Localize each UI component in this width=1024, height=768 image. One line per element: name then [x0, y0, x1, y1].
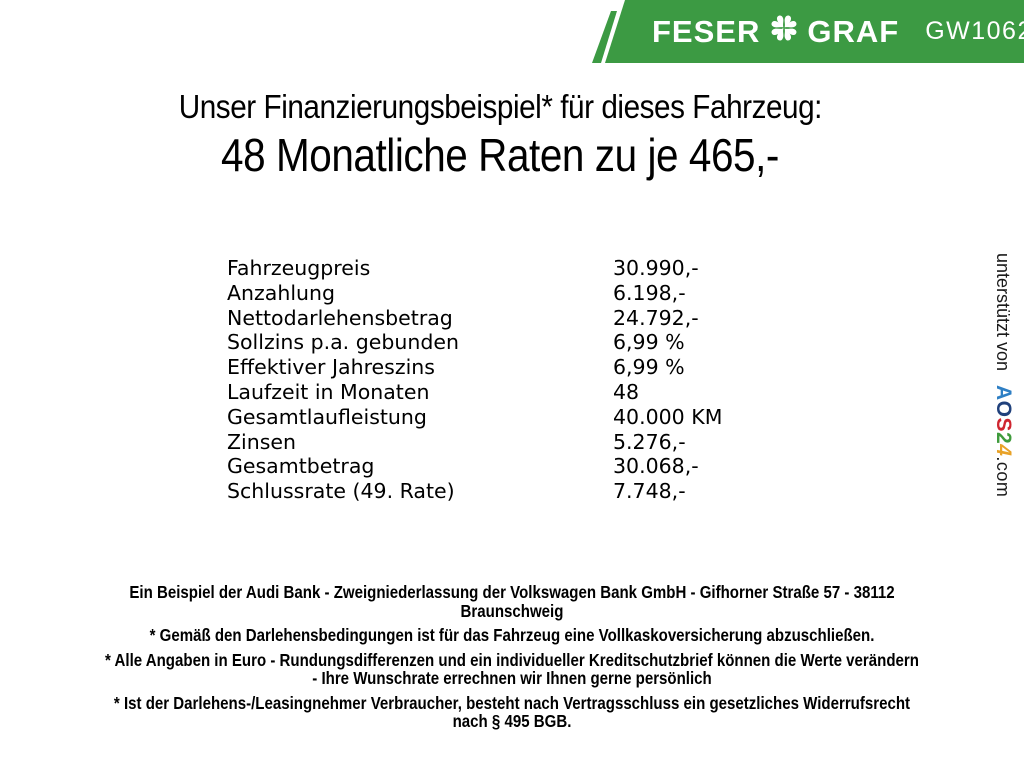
aos24-logo: AOS24.com [992, 385, 1015, 497]
table-row: Effektiver Jahreszins 6,99 % [227, 355, 827, 380]
row-label: Zinsen [227, 429, 297, 454]
bank-info-line-1: Ein Beispiel der Audi Bank - Zweignieder… [129, 582, 895, 602]
row-value: 5.276,- [613, 429, 686, 454]
supported-by-credit: unterstützt von AOS24.com [982, 212, 1024, 538]
clover-icon [768, 11, 800, 53]
aos24-letter-a: A [992, 384, 1015, 401]
row-label: Sollzins p.a. gebunden [227, 330, 459, 355]
row-value: 48 [613, 379, 640, 404]
vehicle-code-badge: GW10621 [925, 17, 1024, 45]
headline-block: Unser Finanzierungsbeispiel* für dieses … [0, 88, 1000, 182]
withdrawal-right-line-2: nach § 495 BGB. [452, 711, 572, 731]
table-row: Gesamtlaufleistung 40.000 KM [227, 405, 827, 430]
insurance-note-paragraph: * Gemäß den Darlehensbedingungen ist für… [0, 626, 1024, 645]
bank-info-paragraph: Ein Beispiel der Audi Bank - Zweignieder… [0, 583, 1024, 620]
brand-word-right: GRAF [807, 13, 900, 49]
row-value: 40.000 KM [613, 404, 723, 429]
table-row: Zinsen 5.276,- [227, 430, 827, 455]
banner-background-shape [592, 0, 1024, 63]
row-label: Fahrzeugpreis [227, 256, 371, 280]
row-label: Anzahlung [227, 280, 336, 305]
row-value: 30.068,- [613, 454, 699, 479]
row-label: Schlussrate (49. Rate) [227, 479, 455, 504]
financing-table: Fahrzeugpreis 30.990,- Anzahlung 6.198,-… [227, 256, 827, 504]
row-value: 30.990,- [613, 256, 699, 280]
supported-by-prefix: unterstützt von [993, 252, 1013, 371]
bank-info-line-2: Braunschweig [460, 600, 564, 621]
row-value: 24.792,- [613, 305, 699, 330]
footer-disclaimer: Ein Beispiel der Audi Bank - Zweignieder… [0, 583, 1024, 737]
row-value: 6.198,- [613, 280, 686, 305]
row-label: Effektiver Jahreszins [227, 355, 435, 380]
aos24-letter-o: O [992, 400, 1015, 418]
table-row: Nettodarlehensbetrag 24.792,- [227, 306, 827, 331]
aos24-domain-suffix: .com [993, 456, 1013, 498]
insurance-note-line: * Gemäß den Darlehensbedingungen ist für… [149, 625, 875, 645]
table-row: Gesamtbetrag 30.068,- [227, 454, 827, 479]
brand-logo: FESER [652, 11, 899, 53]
row-label: Gesamtlaufleistung [227, 404, 427, 429]
banner-content: FESER [652, 0, 1024, 63]
withdrawal-right-line-1: * Ist der Darlehens-/Leasingnehmer Verbr… [113, 692, 911, 713]
euro-values-line-2: - Ihre Wunschrate errechnen wir Ihnen ge… [312, 668, 712, 688]
table-row: Anzahlung 6.198,- [227, 281, 827, 306]
table-row: Sollzins p.a. gebunden 6,99 % [227, 330, 827, 355]
row-label: Laufzeit in Monaten [227, 379, 430, 404]
table-row: Fahrzeugpreis 30.990,- [227, 256, 827, 281]
financing-example-title: Unser Finanzierungsbeispiel* für dieses … [178, 88, 822, 125]
euro-values-note-paragraph: * Alle Angaben in Euro - Rundungsdiffere… [0, 649, 1024, 688]
row-value: 7.748,- [613, 479, 686, 504]
brand-word-left: FESER [652, 13, 761, 49]
row-label: Nettodarlehensbetrag [227, 305, 453, 330]
monthly-rate-headline: 48 Monatliche Raten zu je 465,- [221, 129, 779, 181]
euro-values-line-1: * Alle Angaben in Euro - Rundungsdiffere… [105, 649, 919, 670]
aos24-digit-4: 4 [992, 444, 1015, 457]
withdrawal-right-paragraph: * Ist der Darlehens-/Leasingnehmer Verbr… [0, 692, 1024, 731]
table-row: Laufzeit in Monaten 48 [227, 380, 827, 405]
row-value: 6,99 % [613, 330, 685, 355]
row-label: Gesamtbetrag [227, 454, 375, 479]
supported-by-text: unterstützt von AOS24.com [991, 253, 1015, 498]
aos24-digit-2: 2 [992, 431, 1015, 445]
brand-banner: FESER [588, 0, 1024, 63]
aos24-letter-s: S [992, 417, 1015, 432]
row-value: 6,99 % [613, 355, 685, 380]
table-row: Schlussrate (49. Rate) 7.748,- [227, 479, 827, 504]
